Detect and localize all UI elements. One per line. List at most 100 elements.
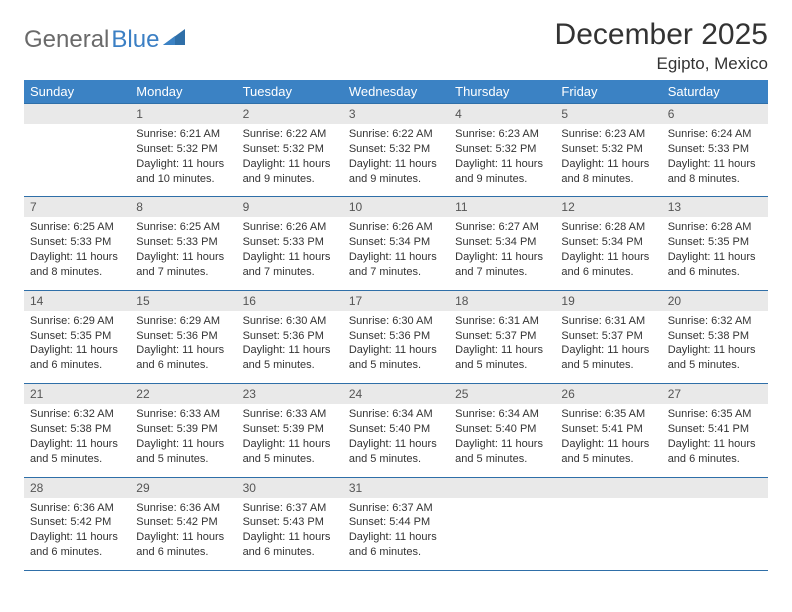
daylight-text: Daylight: 11 hours and 6 minutes. <box>561 250 655 280</box>
day-cell-body: Sunrise: 6:30 AMSunset: 5:36 PMDaylight:… <box>237 311 343 383</box>
week-row: Sunrise: 6:25 AMSunset: 5:33 PMDaylight:… <box>24 217 768 290</box>
sunset-text: Sunset: 5:42 PM <box>30 515 124 530</box>
day-number: 11 <box>449 197 555 218</box>
location-label: Egipto, Mexico <box>555 54 768 74</box>
sunrise-text: Sunrise: 6:23 AM <box>561 127 655 142</box>
day-cell: Sunrise: 6:31 AMSunset: 5:37 PMDaylight:… <box>449 311 555 384</box>
sunrise-text: Sunrise: 6:31 AM <box>455 314 549 329</box>
daylight-text: Daylight: 11 hours and 5 minutes. <box>561 437 655 467</box>
day-cell-body: Sunrise: 6:27 AMSunset: 5:34 PMDaylight:… <box>449 217 555 289</box>
day-cell <box>662 498 768 571</box>
day-cell-body: Sunrise: 6:37 AMSunset: 5:44 PMDaylight:… <box>343 498 449 570</box>
day-cell: Sunrise: 6:31 AMSunset: 5:37 PMDaylight:… <box>555 311 661 384</box>
sunrise-text: Sunrise: 6:21 AM <box>136 127 230 142</box>
sunrise-text: Sunrise: 6:29 AM <box>30 314 124 329</box>
sunset-text: Sunset: 5:35 PM <box>668 235 762 250</box>
sunrise-text: Sunrise: 6:26 AM <box>349 220 443 235</box>
day-number: 24 <box>343 384 449 405</box>
sunset-text: Sunset: 5:34 PM <box>455 235 549 250</box>
day-cell: Sunrise: 6:33 AMSunset: 5:39 PMDaylight:… <box>237 404 343 477</box>
month-title: December 2025 <box>555 18 768 52</box>
day-cell: Sunrise: 6:29 AMSunset: 5:36 PMDaylight:… <box>130 311 236 384</box>
week-row: Sunrise: 6:29 AMSunset: 5:35 PMDaylight:… <box>24 311 768 384</box>
daylight-text: Daylight: 11 hours and 9 minutes. <box>243 157 337 187</box>
brand-triangle-icon <box>163 29 185 50</box>
week-row: Sunrise: 6:36 AMSunset: 5:42 PMDaylight:… <box>24 498 768 571</box>
sunset-text: Sunset: 5:32 PM <box>243 142 337 157</box>
day-cell: Sunrise: 6:35 AMSunset: 5:41 PMDaylight:… <box>555 404 661 477</box>
day-number: 30 <box>237 477 343 498</box>
day-cell-body: Sunrise: 6:32 AMSunset: 5:38 PMDaylight:… <box>662 311 768 383</box>
dayhead-wed: Wednesday <box>343 80 449 104</box>
day-cell: Sunrise: 6:37 AMSunset: 5:44 PMDaylight:… <box>343 498 449 571</box>
sunrise-text: Sunrise: 6:37 AM <box>243 501 337 516</box>
daylight-text: Daylight: 11 hours and 5 minutes. <box>349 343 443 373</box>
sunrise-text: Sunrise: 6:24 AM <box>668 127 762 142</box>
day-number: 21 <box>24 384 130 405</box>
sunset-text: Sunset: 5:36 PM <box>349 329 443 344</box>
daynum-row: 123456 <box>24 104 768 125</box>
day-cell <box>24 124 130 197</box>
day-number: 20 <box>662 290 768 311</box>
day-number: 17 <box>343 290 449 311</box>
dayhead-sun: Sunday <box>24 80 130 104</box>
dayhead-mon: Monday <box>130 80 236 104</box>
day-cell: Sunrise: 6:35 AMSunset: 5:41 PMDaylight:… <box>662 404 768 477</box>
sunrise-text: Sunrise: 6:31 AM <box>561 314 655 329</box>
sunset-text: Sunset: 5:32 PM <box>455 142 549 157</box>
day-cell: Sunrise: 6:30 AMSunset: 5:36 PMDaylight:… <box>343 311 449 384</box>
day-cell-body: Sunrise: 6:22 AMSunset: 5:32 PMDaylight:… <box>343 124 449 196</box>
sunset-text: Sunset: 5:32 PM <box>561 142 655 157</box>
day-cell-body <box>555 498 661 554</box>
sunrise-text: Sunrise: 6:34 AM <box>349 407 443 422</box>
day-cell: Sunrise: 6:23 AMSunset: 5:32 PMDaylight:… <box>449 124 555 197</box>
daynum-row: 28293031 <box>24 477 768 498</box>
daylight-text: Daylight: 11 hours and 6 minutes. <box>668 250 762 280</box>
sunrise-text: Sunrise: 6:25 AM <box>136 220 230 235</box>
daylight-text: Daylight: 11 hours and 6 minutes. <box>30 343 124 373</box>
daylight-text: Daylight: 11 hours and 9 minutes. <box>455 157 549 187</box>
day-cell-body: Sunrise: 6:36 AMSunset: 5:42 PMDaylight:… <box>24 498 130 570</box>
day-number: 27 <box>662 384 768 405</box>
sunrise-text: Sunrise: 6:37 AM <box>349 501 443 516</box>
day-cell-body: Sunrise: 6:34 AMSunset: 5:40 PMDaylight:… <box>449 404 555 476</box>
dayhead-sat: Saturday <box>662 80 768 104</box>
sunset-text: Sunset: 5:33 PM <box>136 235 230 250</box>
daylight-text: Daylight: 11 hours and 5 minutes. <box>243 343 337 373</box>
sunset-text: Sunset: 5:37 PM <box>455 329 549 344</box>
day-cell-body: Sunrise: 6:37 AMSunset: 5:43 PMDaylight:… <box>237 498 343 570</box>
title-block: December 2025 Egipto, Mexico <box>555 18 768 74</box>
day-cell-body: Sunrise: 6:25 AMSunset: 5:33 PMDaylight:… <box>130 217 236 289</box>
day-cell <box>449 498 555 571</box>
daylight-text: Daylight: 11 hours and 5 minutes. <box>30 437 124 467</box>
sunset-text: Sunset: 5:34 PM <box>349 235 443 250</box>
day-number: 5 <box>555 104 661 125</box>
day-cell: Sunrise: 6:26 AMSunset: 5:33 PMDaylight:… <box>237 217 343 290</box>
day-cell: Sunrise: 6:32 AMSunset: 5:38 PMDaylight:… <box>662 311 768 384</box>
daylight-text: Daylight: 11 hours and 6 minutes. <box>136 530 230 560</box>
daylight-text: Daylight: 11 hours and 7 minutes. <box>243 250 337 280</box>
day-cell <box>555 498 661 571</box>
sunset-text: Sunset: 5:41 PM <box>561 422 655 437</box>
day-number: 15 <box>130 290 236 311</box>
week-row: Sunrise: 6:21 AMSunset: 5:32 PMDaylight:… <box>24 124 768 197</box>
day-cell: Sunrise: 6:24 AMSunset: 5:33 PMDaylight:… <box>662 124 768 197</box>
sunrise-text: Sunrise: 6:27 AM <box>455 220 549 235</box>
day-cell: Sunrise: 6:30 AMSunset: 5:36 PMDaylight:… <box>237 311 343 384</box>
sunrise-text: Sunrise: 6:30 AM <box>243 314 337 329</box>
daylight-text: Daylight: 11 hours and 6 minutes. <box>243 530 337 560</box>
day-cell: Sunrise: 6:36 AMSunset: 5:42 PMDaylight:… <box>24 498 130 571</box>
day-cell: Sunrise: 6:21 AMSunset: 5:32 PMDaylight:… <box>130 124 236 197</box>
daylight-text: Daylight: 11 hours and 7 minutes. <box>136 250 230 280</box>
daylight-text: Daylight: 11 hours and 5 minutes. <box>136 437 230 467</box>
day-cell-body: Sunrise: 6:24 AMSunset: 5:33 PMDaylight:… <box>662 124 768 196</box>
sunrise-text: Sunrise: 6:32 AM <box>30 407 124 422</box>
sunrise-text: Sunrise: 6:26 AM <box>243 220 337 235</box>
daylight-text: Daylight: 11 hours and 5 minutes. <box>561 343 655 373</box>
day-cell: Sunrise: 6:34 AMSunset: 5:40 PMDaylight:… <box>449 404 555 477</box>
day-cell: Sunrise: 6:34 AMSunset: 5:40 PMDaylight:… <box>343 404 449 477</box>
daylight-text: Daylight: 11 hours and 5 minutes. <box>455 343 549 373</box>
day-cell-body: Sunrise: 6:34 AMSunset: 5:40 PMDaylight:… <box>343 404 449 476</box>
day-cell-body: Sunrise: 6:30 AMSunset: 5:36 PMDaylight:… <box>343 311 449 383</box>
day-cell-body <box>24 124 130 180</box>
